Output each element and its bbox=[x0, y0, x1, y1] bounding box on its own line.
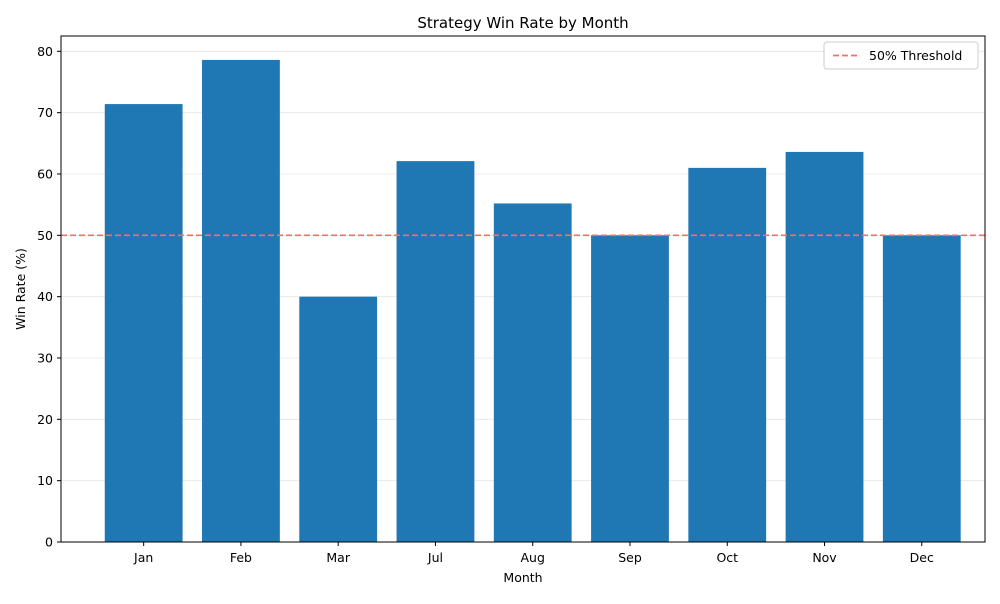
x-tick-label: Aug bbox=[521, 550, 545, 565]
legend-threshold-label: 50% Threshold bbox=[869, 48, 962, 63]
plot-frame bbox=[60, 35, 986, 543]
chart-title: Strategy Win Rate by Month bbox=[417, 14, 628, 32]
bar-aug bbox=[493, 203, 572, 542]
bar-nov bbox=[785, 151, 864, 543]
bar-mar bbox=[299, 296, 378, 542]
y-tick-label: 70 bbox=[37, 105, 53, 120]
x-tick-label: Mar bbox=[326, 550, 350, 565]
legend: 50% Threshold bbox=[823, 41, 979, 70]
bar-jul bbox=[396, 161, 475, 542]
y-tick-label: 60 bbox=[37, 167, 53, 182]
ticks: 0 10 20 30 40 50 60 70 80 Jan Feb Mar Jul Aug Sep Oct No… bbox=[37, 44, 934, 565]
x-tick-label: Dec bbox=[910, 550, 934, 565]
x-axis-title: Month bbox=[503, 570, 542, 585]
bar-jan bbox=[104, 104, 183, 542]
y-axis-title: Win Rate (%) bbox=[13, 248, 28, 330]
y-tick-label: 50 bbox=[37, 228, 53, 243]
x-tick-label: Jan bbox=[133, 550, 153, 565]
y-tick-label: 10 bbox=[37, 473, 53, 488]
bar-feb bbox=[202, 59, 280, 543]
axes bbox=[60, 35, 986, 543]
legend-box bbox=[823, 41, 979, 70]
x-tick-label: Nov bbox=[812, 550, 837, 565]
bars bbox=[104, 59, 961, 543]
x-tick-label: Oct bbox=[716, 550, 738, 565]
x-tick-label: Sep bbox=[618, 550, 642, 565]
bar-sep bbox=[591, 235, 669, 543]
y-tick-label: 80 bbox=[37, 44, 53, 59]
x-tick-label: Feb bbox=[230, 550, 252, 565]
bar-oct bbox=[688, 167, 767, 542]
y-tick-label: 30 bbox=[37, 351, 53, 366]
x-tick-label: Jul bbox=[427, 550, 443, 565]
y-tick-label: 20 bbox=[37, 412, 53, 427]
y-tick-label: 40 bbox=[37, 289, 53, 304]
bar-dec bbox=[882, 235, 961, 543]
y-tick-label: 0 bbox=[45, 535, 53, 550]
